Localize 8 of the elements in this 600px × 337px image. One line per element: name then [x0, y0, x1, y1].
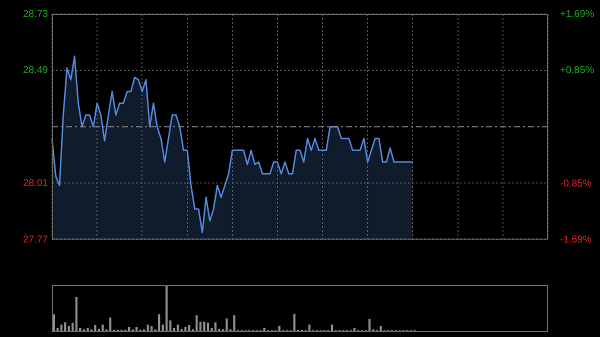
- y-tick-label: 28.73: [22, 8, 48, 20]
- y-tick-label: 28.01: [22, 178, 48, 189]
- y2-tick-label: -1.69%: [560, 234, 592, 246]
- y2-tick-label: -0.85%: [560, 178, 592, 190]
- y-tick-label: 27.77: [22, 234, 48, 246]
- y2-tick-label: +1.69%: [560, 8, 594, 20]
- y-tick-label: 28.49: [22, 65, 48, 76]
- y2-tick-label: +0.85%: [560, 64, 594, 76]
